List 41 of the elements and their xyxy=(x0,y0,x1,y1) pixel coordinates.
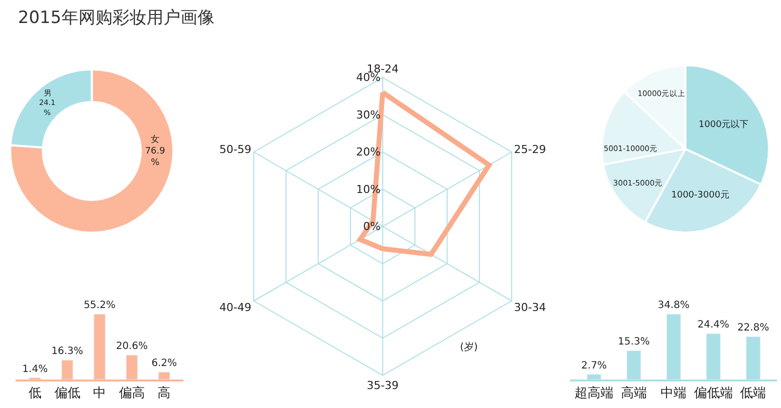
x-tick-label: 超高端 xyxy=(574,384,614,401)
slice-label: 3001-5000元 xyxy=(613,178,663,188)
data-label: 1.4% xyxy=(22,364,48,375)
data-label: 24.1 % xyxy=(39,98,56,117)
text: 2015年网购彩妆用户画像 xyxy=(18,8,214,28)
x-tick-label: 高 xyxy=(158,384,171,401)
data-label: 24.4% xyxy=(698,320,730,331)
y-tick-label: 20% xyxy=(356,146,381,159)
x-tick-label: 低 xyxy=(28,386,42,401)
x-tick-label: 偏低 xyxy=(54,386,80,401)
slice-label: 女 xyxy=(150,134,160,145)
text: (岁) xyxy=(460,341,478,353)
data-label: 6.2% xyxy=(151,358,177,370)
slice-label: 1000元以下 xyxy=(698,119,749,130)
data-label: 20.6% xyxy=(116,341,148,352)
x-tick-label: 中端 xyxy=(660,386,687,401)
donut-slice xyxy=(9,68,174,234)
slice-label: 1000-3000元 xyxy=(671,189,730,200)
x-tick-label: 高端 xyxy=(620,384,647,401)
x-tick-label: 中 xyxy=(93,386,106,401)
slice-label: 5001-10000元 xyxy=(604,144,658,154)
x-tick-label: 偏低端 xyxy=(694,386,733,401)
data-label: 2.7% xyxy=(581,360,607,372)
data-label: 22.8% xyxy=(737,322,770,334)
spoke-label: 40-49 xyxy=(219,301,252,314)
slice-label: 10000元以上 xyxy=(638,89,686,98)
data-label: 76.9 % xyxy=(145,146,166,168)
y-tick-label: 0% xyxy=(363,220,381,234)
data-label: 34.8% xyxy=(658,300,690,312)
y-tick-label: 10% xyxy=(356,182,381,196)
x-tick-label: 低端 xyxy=(740,386,766,401)
data-label: 15.3% xyxy=(618,336,650,348)
data-label: 55.2% xyxy=(84,300,116,312)
y-tick-label: 30% xyxy=(356,108,381,122)
spoke-label: 50-59 xyxy=(219,142,252,156)
slice-label: 男 xyxy=(44,88,51,98)
spoke-label: 25-29 xyxy=(514,142,546,156)
spoke-label: 30-34 xyxy=(514,301,546,314)
spoke-label: 35-39 xyxy=(366,379,399,392)
x-tick-label: 偏高 xyxy=(118,384,145,401)
data-label: 16.3% xyxy=(51,346,84,358)
